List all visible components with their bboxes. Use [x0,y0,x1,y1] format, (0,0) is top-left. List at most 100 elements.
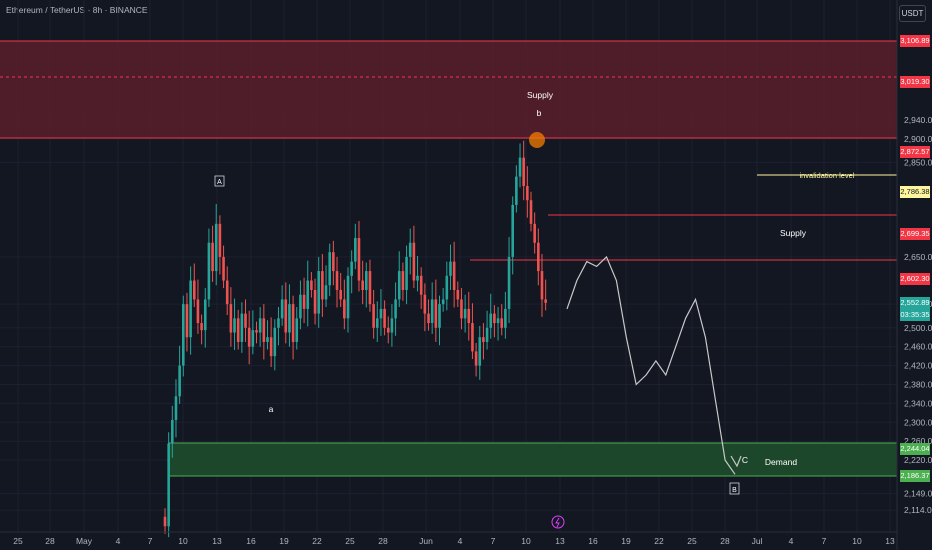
candle-body [214,223,218,272]
currency-button[interactable]: USDT [899,5,926,22]
candle-body [233,318,236,333]
time-tick-label: 19 [621,536,631,546]
price-tick-label: 2,340.00 [904,398,932,408]
time-tick-label: 10 [521,536,531,546]
wave-A-box [214,175,225,187]
wave-A-label: A [217,179,222,186]
price-tag: 2,186.37 [900,470,930,482]
price-tag: 2,872.57 [900,145,930,158]
candle-body [291,304,295,342]
candle-body [255,330,258,333]
candle-body [383,308,386,328]
candle-body [544,299,547,303]
price-tick-label: 2,420.00 [904,361,932,371]
event-lightning-icon[interactable] [551,515,565,529]
candle-body [350,261,353,276]
time-tick-label: 7 [822,536,827,546]
candle-body [354,238,357,262]
candle-body [438,304,441,328]
time-tick-label: 22 [312,536,322,546]
candle-body [507,256,511,309]
candle-body [496,318,500,324]
candle-body [375,318,379,328]
candle-body [328,252,331,286]
projection-arrow-head [730,455,742,468]
candle-body [324,285,328,300]
candle-body [236,318,240,342]
candle-body [211,242,214,272]
candle-body [533,223,536,243]
candle-body [416,275,419,281]
candle-body [365,271,368,290]
wave-b-label: b [537,108,542,118]
price-tag: 2,699.35 [900,227,930,240]
candle-body [313,289,317,314]
candle-body [185,304,189,338]
candle-body [504,308,507,328]
candle-body [167,443,170,527]
candle-body [485,327,489,342]
time-tick-label: 28 [720,536,730,546]
price-tick-label: 2,900.00 [904,134,932,144]
time-tick-label: 16 [246,536,256,546]
candle-body [269,337,273,357]
candle-body [332,252,335,272]
candle-body [515,176,518,205]
time-tick-label: 13 [555,536,565,546]
candle-body [401,271,405,290]
candle-body [405,256,408,290]
candle-body [247,327,251,347]
price-tick-label: 2,380.00 [904,379,932,389]
time-tick-label: Jul [752,536,763,546]
candle-body [357,238,361,281]
candle-body [456,289,460,300]
candle-body [493,313,496,324]
price-tag: 2,244.04 [900,442,930,455]
price-tag: 2,602.30 [900,273,930,286]
candle-body [200,323,203,331]
candle-body [218,223,222,257]
candle-body [500,318,504,328]
time-axis[interactable]: 25 28 May 4 7 10 13 16 19 22 25 28 Jun 4 7 10 13 16 19 22 25… [13,536,895,546]
projection-path [566,255,736,475]
candle-body [478,337,482,366]
supply-zone [0,41,897,138]
candle-body [258,318,262,333]
lightning-bolt-shape [555,517,560,528]
candle-body [317,271,321,314]
candle-body [178,365,181,397]
price-tick-label: 2,500.00 [904,323,932,333]
time-tick-label: 25 [687,536,697,546]
candle-body [203,299,207,331]
candle-body [449,261,452,276]
wave-B-label: B [732,487,737,494]
time-tick-label: 13 [212,536,222,546]
candle-body [240,313,244,342]
candle-body [361,280,364,290]
price-axis[interactable]: 2,940.002,900.002,850.002,650.002,550.00… [904,115,932,515]
candle-body [171,419,174,444]
candle-body [302,294,306,309]
wave-a-label: a [269,404,274,414]
top-marker [529,132,545,148]
candle-body [280,299,284,319]
price-tick-label: 2,114.00 [904,505,932,515]
candle-body [196,299,200,324]
candle-body [346,275,350,319]
candle-body [229,304,233,333]
time-tick-label: 25 [345,536,355,546]
candle-body [412,242,416,281]
candle-body [489,313,493,328]
candle-body [207,242,211,300]
candle-body [526,186,529,201]
time-tick-label: 10 [178,536,188,546]
time-tick-label: 28 [378,536,388,546]
candle-body [372,304,375,328]
supply-right-label: Supply [780,228,807,238]
candle-body [463,308,467,319]
candle-body [522,157,525,187]
price-tick-label: 2,220.00 [904,455,932,465]
price-tag: 3,106.89 [900,35,930,47]
price-tick-label: 2,149.00 [904,489,932,499]
